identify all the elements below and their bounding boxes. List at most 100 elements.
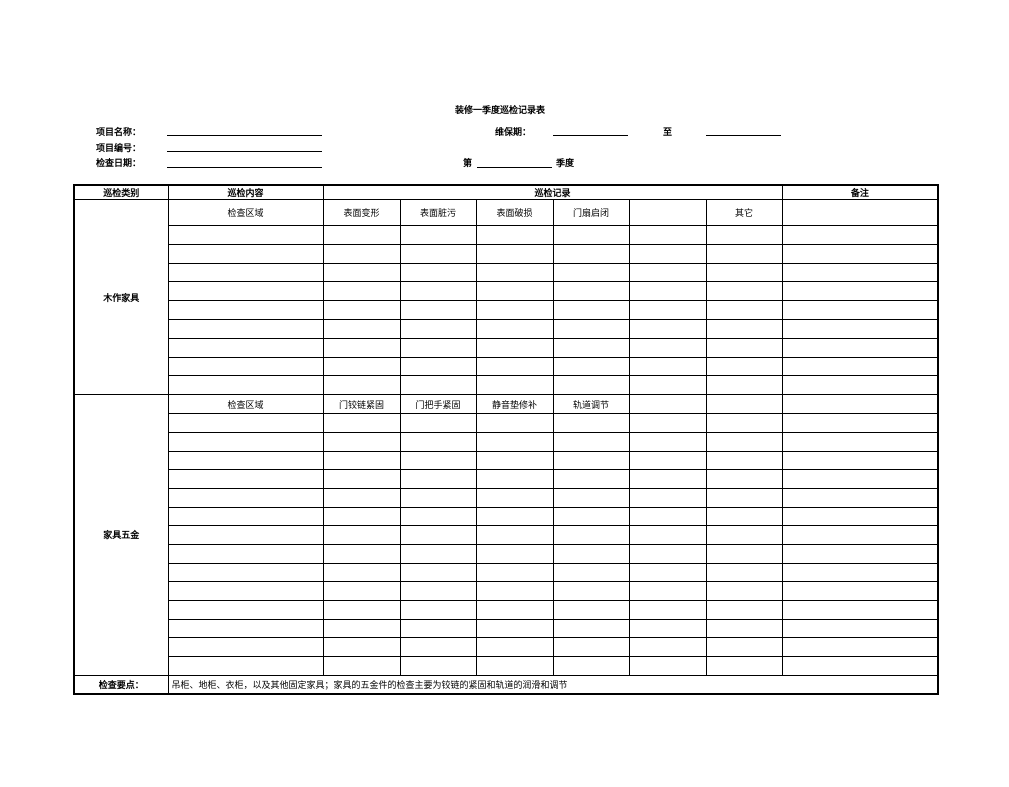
input-cell[interactable] xyxy=(552,525,630,545)
input-cell[interactable] xyxy=(322,356,401,377)
input-cell[interactable] xyxy=(628,581,707,602)
input-cell[interactable] xyxy=(167,450,324,471)
input-cell[interactable] xyxy=(399,543,477,564)
input-cell[interactable] xyxy=(399,450,477,471)
input-cell[interactable] xyxy=(167,469,324,489)
input-cell[interactable] xyxy=(167,281,324,302)
input-cell[interactable] xyxy=(167,375,324,396)
quarter-field[interactable] xyxy=(477,167,552,168)
input-cell[interactable] xyxy=(705,525,783,545)
input-cell[interactable] xyxy=(475,600,554,620)
input-cell[interactable] xyxy=(322,300,401,320)
input-cell[interactable] xyxy=(705,262,783,283)
input-cell[interactable] xyxy=(781,506,939,527)
input-cell[interactable] xyxy=(475,300,554,320)
input-cell[interactable] xyxy=(399,337,477,358)
input-cell[interactable] xyxy=(705,318,783,339)
input-cell[interactable] xyxy=(628,618,707,639)
input-cell[interactable] xyxy=(475,656,554,676)
input-cell[interactable] xyxy=(399,281,477,302)
input-cell[interactable] xyxy=(552,337,630,358)
input-cell[interactable] xyxy=(628,637,707,658)
input-cell[interactable] xyxy=(475,637,554,658)
input-cell[interactable] xyxy=(705,300,783,320)
input-cell[interactable] xyxy=(399,656,477,676)
input-cell[interactable] xyxy=(167,581,324,602)
input-cell[interactable] xyxy=(167,337,324,358)
input-cell[interactable] xyxy=(167,637,324,658)
input-cell[interactable] xyxy=(705,506,783,527)
input-cell[interactable] xyxy=(322,525,401,545)
input-cell[interactable] xyxy=(322,450,401,471)
input-cell[interactable] xyxy=(322,543,401,564)
check-date-field[interactable] xyxy=(167,167,322,168)
input-cell[interactable] xyxy=(475,375,554,396)
input-cell[interactable] xyxy=(781,656,939,676)
input-cell[interactable] xyxy=(167,618,324,639)
input-cell[interactable] xyxy=(628,487,707,508)
input-cell[interactable] xyxy=(705,487,783,508)
input-cell[interactable] xyxy=(628,262,707,283)
input-cell[interactable] xyxy=(475,581,554,602)
input-cell[interactable] xyxy=(167,318,324,339)
input-cell[interactable] xyxy=(552,300,630,320)
input-cell[interactable] xyxy=(399,431,477,452)
project-name-field[interactable] xyxy=(167,135,322,136)
input-cell[interactable] xyxy=(399,600,477,620)
input-cell[interactable] xyxy=(399,243,477,264)
input-cell[interactable] xyxy=(628,375,707,396)
input-cell[interactable] xyxy=(552,243,630,264)
input-cell[interactable] xyxy=(705,413,783,433)
input-cell[interactable] xyxy=(781,375,939,396)
input-cell[interactable] xyxy=(167,225,324,245)
input-cell[interactable] xyxy=(781,300,939,320)
input-cell[interactable] xyxy=(322,431,401,452)
input-cell[interactable] xyxy=(705,225,783,245)
input-cell[interactable] xyxy=(399,375,477,396)
input-cell[interactable] xyxy=(781,337,939,358)
input-cell[interactable] xyxy=(399,262,477,283)
input-cell[interactable] xyxy=(399,637,477,658)
input-cell[interactable] xyxy=(322,375,401,396)
input-cell[interactable] xyxy=(781,225,939,245)
input-cell[interactable] xyxy=(628,450,707,471)
input-cell[interactable] xyxy=(167,506,324,527)
input-cell[interactable] xyxy=(167,356,324,377)
remarks-cell[interactable] xyxy=(781,394,939,415)
input-cell[interactable] xyxy=(399,525,477,545)
input-cell[interactable] xyxy=(167,543,324,564)
input-cell[interactable] xyxy=(552,469,630,489)
input-cell[interactable] xyxy=(475,337,554,358)
input-cell[interactable] xyxy=(552,356,630,377)
input-cell[interactable] xyxy=(167,300,324,320)
input-cell[interactable] xyxy=(628,506,707,527)
input-cell[interactable] xyxy=(322,225,401,245)
input-cell[interactable] xyxy=(167,413,324,433)
input-cell[interactable] xyxy=(475,543,554,564)
input-cell[interactable] xyxy=(475,450,554,471)
input-cell[interactable] xyxy=(399,356,477,377)
input-cell[interactable] xyxy=(399,562,477,583)
input-cell[interactable] xyxy=(781,581,939,602)
input-cell[interactable] xyxy=(475,525,554,545)
input-cell[interactable] xyxy=(628,469,707,489)
input-cell[interactable] xyxy=(705,469,783,489)
input-cell[interactable] xyxy=(781,431,939,452)
input-cell[interactable] xyxy=(781,618,939,639)
input-cell[interactable] xyxy=(399,469,477,489)
input-cell[interactable] xyxy=(628,356,707,377)
input-cell[interactable] xyxy=(705,337,783,358)
input-cell[interactable] xyxy=(322,487,401,508)
input-cell[interactable] xyxy=(167,262,324,283)
input-cell[interactable] xyxy=(705,375,783,396)
input-cell[interactable] xyxy=(399,318,477,339)
input-cell[interactable] xyxy=(552,450,630,471)
input-cell[interactable] xyxy=(167,431,324,452)
input-cell[interactable] xyxy=(705,637,783,658)
input-cell[interactable] xyxy=(475,469,554,489)
input-cell[interactable] xyxy=(628,543,707,564)
input-cell[interactable] xyxy=(322,656,401,676)
input-cell[interactable] xyxy=(475,356,554,377)
input-cell[interactable] xyxy=(628,656,707,676)
input-cell[interactable] xyxy=(628,318,707,339)
